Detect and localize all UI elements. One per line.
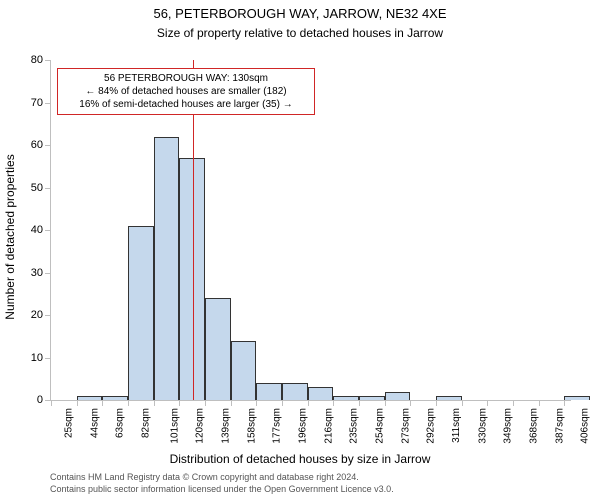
x-tick-label: 196sqm — [297, 408, 308, 444]
y-tick-label: 40 — [31, 224, 43, 236]
x-tick-label: 349sqm — [503, 408, 514, 444]
x-tick — [154, 400, 155, 406]
footer-line1: Contains HM Land Registry data © Crown c… — [50, 472, 394, 484]
histogram-bar — [205, 298, 231, 400]
histogram-bar — [282, 383, 308, 400]
histogram-bar — [256, 383, 282, 400]
histogram-bar — [128, 226, 154, 400]
x-tick-label: 330sqm — [477, 408, 488, 444]
y-tick-label: 30 — [31, 267, 43, 279]
x-tick-label: 101sqm — [169, 408, 180, 444]
x-tick-label: 292sqm — [426, 408, 437, 444]
histogram-bar — [154, 137, 180, 401]
y-axis-label: Number of detached properties — [3, 67, 17, 407]
x-tick — [102, 400, 103, 406]
x-tick — [487, 400, 488, 406]
x-tick — [539, 400, 540, 406]
y-tick — [45, 358, 51, 359]
plot-area: 0102030405060708025sqm44sqm63sqm82sqm101… — [50, 60, 571, 401]
x-tick-label: 216sqm — [323, 408, 334, 444]
histogram-bar — [231, 341, 257, 401]
x-tick — [385, 400, 386, 406]
y-tick — [45, 145, 51, 146]
x-tick — [77, 400, 78, 406]
y-tick-label: 60 — [31, 139, 43, 151]
y-tick — [45, 315, 51, 316]
chart-container: { "title": { "line1": "56, PETERBOROUGH … — [0, 0, 600, 500]
histogram-bar — [564, 396, 590, 400]
x-tick — [231, 400, 232, 406]
footer-line2: Contains public sector information licen… — [50, 484, 394, 496]
histogram-bar — [102, 396, 128, 400]
chart-title-sub: Size of property relative to detached ho… — [0, 26, 600, 40]
y-tick-label: 0 — [37, 394, 43, 406]
chart-title-main: 56, PETERBOROUGH WAY, JARROW, NE32 4XE — [0, 6, 600, 21]
footer-attribution: Contains HM Land Registry data © Crown c… — [50, 472, 394, 495]
x-tick-label: 139sqm — [220, 408, 231, 444]
x-tick — [436, 400, 437, 406]
y-tick-label: 20 — [31, 309, 43, 321]
x-tick-label: 44sqm — [89, 408, 100, 438]
x-tick — [282, 400, 283, 406]
x-tick — [462, 400, 463, 406]
y-tick-label: 80 — [31, 54, 43, 66]
x-tick-label: 120sqm — [195, 408, 206, 444]
x-tick — [513, 400, 514, 406]
y-tick-label: 50 — [31, 182, 43, 194]
info-box-line: ← 84% of detached houses are smaller (18… — [61, 85, 311, 98]
x-tick — [205, 400, 206, 406]
x-tick — [564, 400, 565, 406]
x-axis-label: Distribution of detached houses by size … — [0, 452, 600, 466]
y-tick — [45, 60, 51, 61]
info-box: 56 PETERBOROUGH WAY: 130sqm← 84% of deta… — [57, 68, 315, 115]
y-tick — [45, 188, 51, 189]
x-tick-label: 235sqm — [349, 408, 360, 444]
x-tick — [256, 400, 257, 406]
y-tick — [45, 273, 51, 274]
histogram-bar — [308, 387, 334, 400]
x-tick-label: 177sqm — [272, 408, 283, 444]
info-box-line: 56 PETERBOROUGH WAY: 130sqm — [61, 72, 311, 85]
x-tick-label: 368sqm — [528, 408, 539, 444]
x-tick — [359, 400, 360, 406]
y-tick — [45, 230, 51, 231]
histogram-bar — [77, 396, 103, 400]
x-tick-label: 254sqm — [374, 408, 385, 444]
x-tick — [179, 400, 180, 406]
histogram-bar — [333, 396, 359, 400]
info-box-line: 16% of semi-detached houses are larger (… — [61, 98, 311, 111]
histogram-bar — [385, 392, 411, 401]
x-tick-label: 273sqm — [400, 408, 411, 444]
histogram-bar — [359, 396, 385, 400]
x-tick-label: 82sqm — [140, 408, 151, 438]
x-tick-label: 406sqm — [580, 408, 591, 444]
x-tick — [51, 400, 52, 406]
x-tick-label: 158sqm — [246, 408, 257, 444]
y-tick-label: 70 — [31, 97, 43, 109]
x-tick — [308, 400, 309, 406]
x-tick-label: 63sqm — [115, 408, 126, 438]
x-tick — [128, 400, 129, 406]
histogram-bar — [436, 396, 462, 400]
x-tick — [410, 400, 411, 406]
x-tick-label: 311sqm — [451, 408, 462, 443]
y-tick-label: 10 — [31, 352, 43, 364]
y-tick — [45, 103, 51, 104]
x-tick-label: 387sqm — [554, 408, 565, 444]
x-tick — [333, 400, 334, 406]
x-tick-label: 25sqm — [64, 408, 75, 438]
